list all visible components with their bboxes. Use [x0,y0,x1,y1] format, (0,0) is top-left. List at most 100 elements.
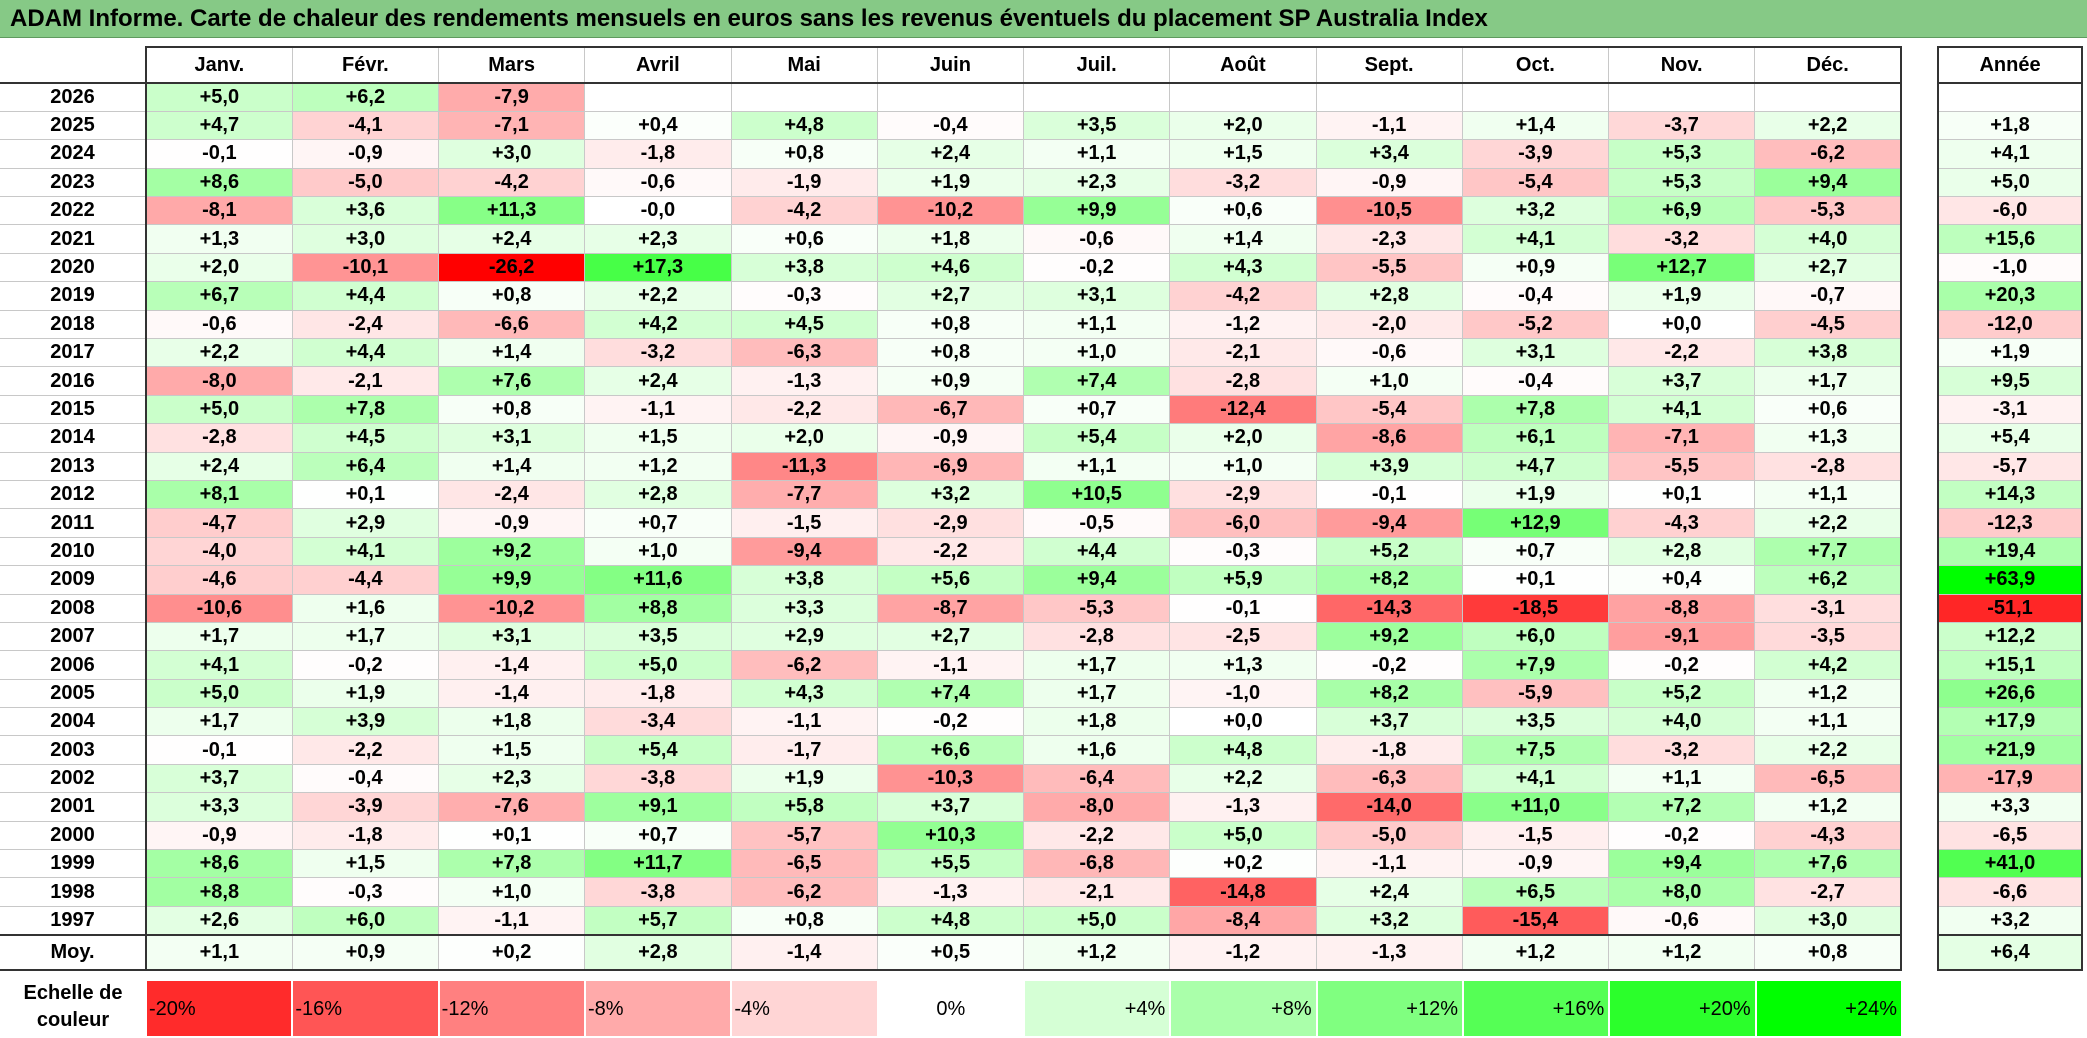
heatmap-cell: +3,1 [1022,281,1171,311]
annual-row: +19,4 [1937,536,2083,567]
heatmap-cell: +0,1 [1607,479,1756,510]
heatmap-cell [1461,82,1610,112]
heatmap-cell: +8,1 [144,479,293,510]
heatmap-cell: +8,2 [1315,678,1463,709]
heatmap-cell: -1,8 [584,678,732,709]
heatmap-cell: +2,2 [144,338,293,368]
heatmap-cell: -5,4 [1461,167,1610,198]
heatmap-cell: -4,0 [144,536,293,567]
heatmap-cell [584,82,732,112]
heatmap-cell: -3,4 [584,707,732,737]
annual-cell: -51,1 [1937,593,2083,623]
heatmap-cell: -1,2 [1169,309,1317,340]
scale-stop: -4% [731,980,878,1037]
annual-cell: -12,3 [1937,508,2083,538]
heatmap-cell: +9,4 [1754,167,1903,198]
month-header: Nov. [1607,46,1756,84]
heatmap-cell: -0,1 [1169,593,1317,623]
heatmap-cell: -0,6 [1315,338,1463,368]
heatmap-cell: -10,2 [876,196,1025,226]
heatmap-cell: -3,9 [291,792,440,822]
scale-stop: +16% [1463,980,1610,1037]
heatmap-cell: -5,0 [1315,820,1463,851]
heatmap-cell: -0,7 [1754,281,1903,311]
heatmap-cell: +1,2 [1754,678,1903,709]
heatmap-cell: +0,4 [584,110,732,141]
annual-cell [1937,82,2083,112]
heatmap-cell: -3,8 [584,877,732,907]
heatmap-cell: -6,9 [876,451,1025,481]
annual-row: +21,9 [1937,735,2083,765]
heatmap-cell: -4,3 [1754,820,1903,851]
heatmap-cell: -1,2 [1169,933,1317,971]
heatmap-cell: +3,3 [144,792,293,822]
heatmap-cell: +2,6 [144,905,293,936]
heatmap-cell: -5,3 [1022,593,1171,623]
heatmap-cell: +1,0 [584,536,732,567]
heatmap-cell: +1,5 [584,423,732,453]
heatmap-cell: -0,1 [144,139,293,169]
heatmap-cell: +1,9 [1607,281,1756,311]
heatmap-cell: +7,4 [876,678,1025,709]
heatmap-cell: +8,0 [1607,877,1756,907]
heatmap-cell: -6,2 [1754,139,1903,169]
heatmap-cell: -8,1 [144,196,293,226]
heatmap-cell: -2,7 [1754,877,1903,907]
heatmap-cell: -1,4 [437,678,586,709]
heatmap-cell: +9,4 [1607,849,1756,879]
heatmap-cell: +7,6 [1754,849,1903,879]
heatmap-cell: -0,5 [1022,508,1171,538]
heatmap-cell: +3,2 [1461,196,1610,226]
year-label: 2008 [0,593,147,623]
heatmap-cell: +1,0 [1169,451,1317,481]
heatmap-cell: +4,5 [730,309,878,340]
heatmap-cell: +0,6 [730,224,878,254]
heatmap-cell: -2,3 [1315,224,1463,254]
year-label: 2019 [0,281,147,311]
annual-cell: +6,4 [1937,933,2083,971]
heatmap-cell: +4,8 [730,110,878,141]
year-row: 2021 +1,3 +3,0 +2,4 +2,3 +0,6 +1,8 -0,6 +1,4 -2,3… [0,224,1903,254]
heatmap-cell: -6,7 [876,394,1025,425]
heatmap-cell: +0,6 [1754,394,1903,425]
heatmap-cell: -0,3 [730,281,878,311]
heatmap-cell: -5,2 [1461,309,1610,340]
annual-row: +26,6 [1937,678,2083,709]
heatmap-cell: -2,4 [291,309,440,340]
heatmap-cell: +5,0 [1169,820,1317,851]
heatmap-cell: -0,4 [291,763,440,794]
year-label: 2026 [0,82,147,112]
heatmap-cell: +9,4 [1022,565,1171,595]
month-header: Janv. [144,46,293,84]
heatmap-cell: +7,8 [291,394,440,425]
heatmap-cell: -2,1 [1169,338,1317,368]
heatmap-cell: +2,7 [876,621,1025,652]
heatmap-cell: +11,3 [437,196,586,226]
heatmap-cell: -1,1 [437,905,586,936]
heatmap-cell: -4,7 [144,508,293,538]
year-row: 2022 -8,1 +3,6 +11,3 -0,0 -4,2 -10,2 +9,9 +0,6 -1… [0,196,1903,226]
heatmap-cell: +1,3 [144,224,293,254]
heatmap-cell: +0,8 [437,281,586,311]
year-row: 2018 -0,6 -2,4 -6,6 +4,2 +4,5 +0,8 +1,1 -1,2 -2,0… [0,309,1903,340]
heatmap-cell: +3,7 [1607,366,1756,396]
heatmap-cell: +0,0 [1169,707,1317,737]
heatmap-cell: -2,0 [1315,309,1463,340]
heatmap-cell: +0,0 [1607,309,1756,340]
heatmap-cell: +1,1 [1754,479,1903,510]
heatmap-cell: -2,2 [1022,820,1171,851]
heatmap-cell: +6,1 [1461,423,1610,453]
year-row: 2006 +4,1 -0,2 -1,4 +5,0 -6,2 -1,1 +1,7 +1,3 -0,2… [0,650,1903,680]
heatmap-cell: -8,4 [1169,905,1317,936]
heatmap-cell: +1,9 [291,678,440,709]
heatmap-cell: +5,0 [584,650,732,680]
annual-row: +12,2 [1937,621,2083,652]
year-row: 2009 -4,6 -4,4 +9,9 +11,6 +3,8 +5,6 +9,4 +5,9 +8,… [0,565,1903,595]
heatmap-cell: -0,1 [1315,479,1463,510]
heatmap-cell: +4,2 [1754,650,1903,680]
heatmap-cell: +4,0 [1607,707,1756,737]
heatmap-cell: -1,3 [876,877,1025,907]
annual-row: +3,2 [1937,905,2083,936]
heatmap-cell: +2,2 [1754,110,1903,141]
heatmap-cell: +6,6 [876,735,1025,765]
